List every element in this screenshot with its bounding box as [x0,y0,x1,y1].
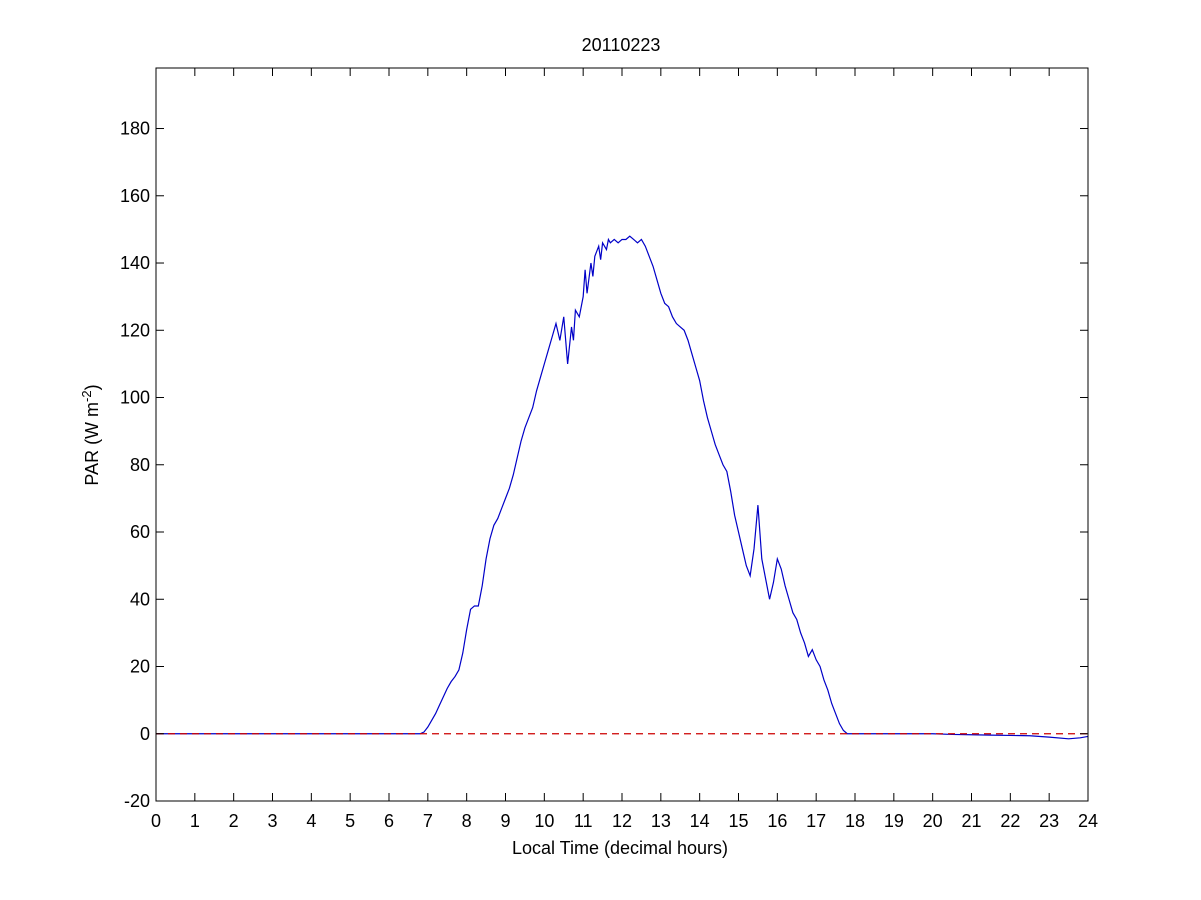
x-tick-label: 9 [500,811,510,831]
x-tick-label: 18 [845,811,865,831]
y-axis-title-sup: -2 [79,390,94,402]
x-axis-title: Local Time (decimal hours) [512,838,728,858]
x-tick-label: 14 [690,811,710,831]
y-axis-title-close: ) [82,384,102,390]
axes-frame [155,67,1089,802]
x-tick-label: 16 [767,811,787,831]
x-tick-label: 7 [423,811,433,831]
tick-layer: 0 1 2 3 4 5 6 7 8 9 10 11 12 13 14 15 16 17 18 19 20 21 22 23 24… [120,68,1098,831]
x-tick-label: 17 [806,811,826,831]
x-tick-label: 21 [961,811,981,831]
x-tick-label: 22 [1000,811,1020,831]
x-tick-label: 11 [574,811,593,831]
y-tick-label: 20 [130,657,150,677]
y-tick-label: -20 [124,791,150,811]
x-tick-label: 5 [345,811,355,831]
y-tick-label: 100 [120,388,150,408]
y-tick-label: 40 [130,589,150,609]
y-tick-label: 120 [120,320,150,340]
x-tick-label: 12 [612,811,632,831]
y-tick-label: 180 [120,119,150,139]
x-tick-label: 20 [923,811,943,831]
x-tick-label: 6 [384,811,394,831]
x-tick-label: 10 [534,811,554,831]
y-tick-label: 140 [120,253,150,273]
x-tick-label: 13 [651,811,671,831]
y-tick-label: 0 [140,724,150,744]
y-tick-label: 60 [130,522,150,542]
x-tick-label: 19 [884,811,904,831]
x-tick-label: 24 [1078,811,1098,831]
y-axis-title: PAR (W m-2) [79,384,102,485]
par-series-line [156,235,1089,740]
x-tick-label: 2 [229,811,239,831]
y-axis-title-main: PAR (W m [82,402,102,486]
x-tick-label: 15 [728,811,748,831]
x-tick-label: 3 [267,811,277,831]
y-tick-label: 160 [120,186,150,206]
chart-title: 20110223 [582,35,661,55]
x-tick-label: 0 [151,811,161,831]
x-tick-label: 8 [462,811,472,831]
y-tick-label: 80 [130,455,150,475]
x-tick-label: 23 [1039,811,1059,831]
x-tick-label: 1 [190,811,200,831]
x-tick-label: 4 [306,811,316,831]
plot-area [156,235,1089,740]
